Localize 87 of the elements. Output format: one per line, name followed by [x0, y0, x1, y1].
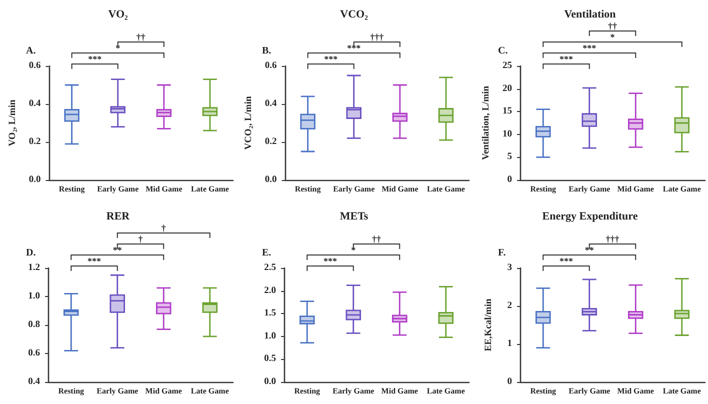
y-tick-label: 1.0: [28, 292, 40, 302]
x-tick-label: Resting: [530, 386, 556, 396]
x-tick-label: Resting: [294, 386, 320, 396]
x-tick-label: Resting: [58, 386, 84, 396]
text: *: [610, 32, 616, 42]
y-tick-label: 0.5: [264, 354, 276, 364]
y-tick-label: 25: [502, 61, 512, 71]
x-tick-label: Mid Game: [145, 386, 182, 396]
x-tick-label: Early Game: [97, 184, 140, 194]
y-tick-label: 0.6: [28, 61, 42, 71]
x-tick-label: Mid Game: [146, 184, 183, 194]
text: C.: [498, 46, 508, 56]
text: †: [161, 223, 166, 233]
y-tick-label: 0.0: [264, 175, 278, 185]
text: E.: [262, 248, 272, 258]
chart-title: Energy Expenditure: [542, 210, 638, 222]
text: ††: [136, 32, 146, 42]
y-tick-label: 1.5: [264, 308, 276, 319]
chart-title: VCO₂: [340, 8, 369, 20]
text: ***: [347, 43, 362, 53]
x-tick-label: Resting: [58, 184, 85, 194]
y-tick-label: 0.6: [264, 61, 278, 71]
y-tick-label: 3: [507, 263, 512, 273]
y-tick-label: 2.0: [264, 286, 276, 296]
y-tick-label: 0.0: [28, 175, 42, 185]
text: **: [112, 245, 122, 255]
y-axis-title: VCO₂, L/min: [244, 96, 254, 150]
text: A.: [26, 46, 36, 56]
y-tick-label: 0.2: [28, 137, 42, 147]
text: ***: [324, 256, 338, 266]
text: B.: [262, 46, 272, 56]
x-tick-label: Early Game: [96, 386, 139, 396]
y-tick-label: 1.2: [28, 263, 40, 273]
y-tick-label: 2: [507, 301, 512, 311]
y-tick-label: 10: [502, 129, 512, 140]
y-tick-label: 1.0: [264, 331, 276, 342]
y-axis-title: VO₂, L/min: [8, 99, 18, 146]
chart-title: RER: [106, 210, 131, 222]
x-tick-label: Early Game: [332, 386, 375, 396]
y-tick-label: 0.2: [264, 137, 278, 147]
y-tick-label: 0.0: [264, 377, 276, 387]
x-tick-label: Late Game: [190, 184, 230, 194]
text: ***: [88, 54, 102, 64]
text: ††: [372, 234, 382, 244]
text: †††: [606, 234, 620, 244]
x-tick-label: Mid Game: [382, 184, 419, 194]
y-tick-label: 1: [507, 339, 512, 349]
y-tick-label: 0.8: [28, 320, 40, 330]
x-tick-label: Early Game: [568, 184, 611, 194]
x-tick-label: Late Game: [190, 386, 230, 396]
text: ***: [582, 43, 597, 53]
y-tick-label: 0: [507, 175, 512, 185]
x-tick-label: Mid Game: [617, 184, 654, 194]
y-tick-label: 5: [507, 152, 512, 162]
y-axis-title: EE,Kcal/min: [484, 298, 494, 352]
text: F.: [498, 248, 506, 258]
x-tick-label: Late Game: [426, 386, 466, 396]
text: †††: [370, 32, 384, 42]
chart-title: VO₂: [108, 8, 128, 20]
text: ***: [560, 256, 574, 266]
x-tick-label: Early Game: [568, 386, 611, 396]
y-tick-label: 0.4: [264, 99, 278, 109]
chart-title: Ventilation: [564, 8, 616, 20]
x-tick-label: Mid Game: [617, 386, 654, 396]
text: ††: [608, 21, 618, 31]
y-tick-label: 20: [502, 84, 512, 94]
x-tick-label: Mid Game: [381, 386, 418, 396]
y-tick-label: 0.6: [28, 348, 40, 358]
x-tick-label: Late Game: [662, 184, 702, 194]
x-tick-label: Resting: [530, 184, 556, 194]
y-axis-title: Ventilation, L/min: [482, 85, 492, 160]
y-tick-label: 0.4: [28, 377, 40, 387]
text: D.: [26, 248, 36, 258]
text: ***: [88, 256, 102, 266]
chart-title: METs: [340, 210, 369, 222]
y-tick-label: 2.5: [264, 263, 276, 273]
y-tick-label: 0.4: [28, 99, 42, 109]
text: ***: [324, 54, 338, 64]
text: †: [138, 234, 144, 244]
text: ***: [560, 54, 574, 64]
x-tick-label: Late Game: [662, 386, 702, 396]
x-tick-label: Resting: [294, 184, 321, 194]
x-tick-label: Late Game: [426, 184, 466, 194]
x-tick-label: Early Game: [333, 184, 376, 194]
y-tick-label: 15: [502, 106, 512, 117]
text: **: [584, 245, 594, 255]
y-tick-label: 0: [507, 377, 512, 387]
